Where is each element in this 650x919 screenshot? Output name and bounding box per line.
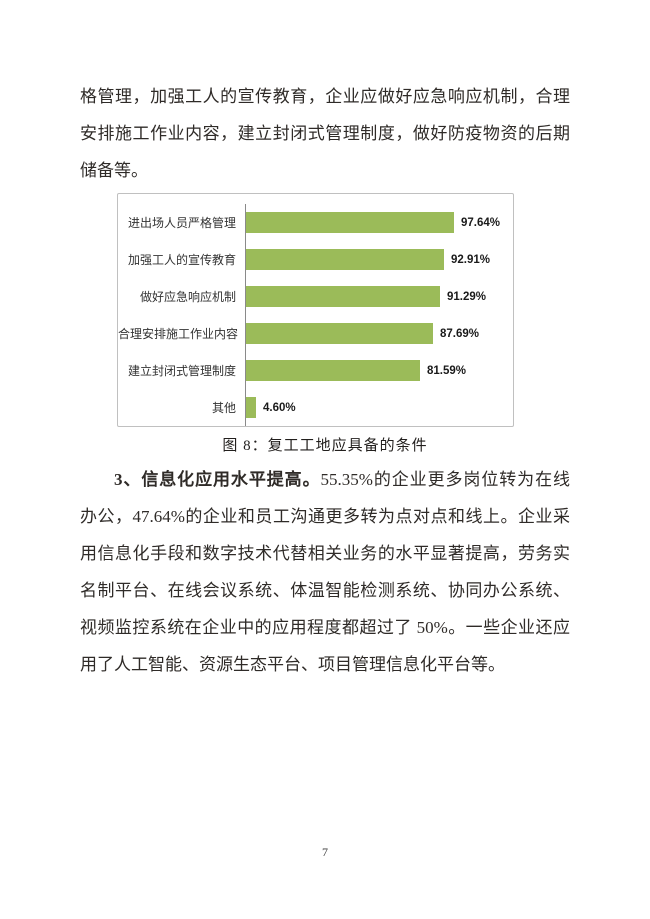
chart-row: 加强工人的宣传教育 92.91% [118,241,513,278]
category-label: 做好应急响应机制 [139,290,236,304]
category-label: 进出场人员严格管理 [127,216,236,230]
bar [246,360,420,381]
paragraph-1: 格管理，加强工人的宣传教育，企业应做好应急响应机制，合理 安排施工作业内容，建立… [80,78,570,189]
category-label: 合理安排施工作业内容 [118,327,239,341]
chart-row: 做好应急响应机制 91.29% [118,278,513,315]
text-line: 用了人工智能、资源生态平台、项目管理信息化平台等。 [80,655,505,674]
paragraph-lead: 3、信息化应用水平提高。 [114,470,321,489]
bar-area: 87.69% [245,315,513,352]
chart-row: 建立封闭式管理制度 81.59% [118,352,513,389]
page-number: 7 [322,845,328,859]
chart-row: 进出场人员严格管理 97.64% [118,204,513,241]
bar [246,249,444,270]
text-line: 用信息化手段和数字技术代替相关业务的水平显著提高，劳务实 [80,544,570,563]
bar-area: 4.60% [245,389,513,426]
paragraph-2: 3、信息化应用水平提高。55.35%的企业更多岗位转为在线 办公，47.64%的… [80,461,570,683]
value-label: 81.59% [427,364,467,377]
figure-caption: 图 8：复工工地应具备的条件 [222,438,428,454]
text-line: 储备等。 [80,161,148,180]
bar-area: 81.59% [245,352,513,389]
text-line: 安排施工作业内容，建立封闭式管理制度，做好防疫物资的后期 [80,124,570,143]
text-line: 视频监控系统在企业中的应用程度都超过了 50%。一些企业还应 [80,618,570,637]
value-label: 91.29% [447,290,487,303]
category-label: 加强工人的宣传教育 [127,253,236,267]
text-line: 3、信息化应用水平提高。55.35%的企业更多岗位转为在线 [80,461,570,498]
bar-area: 97.64% [245,204,513,241]
bar-area: 92.91% [245,241,513,278]
bar-chart-figure: 进出场人员严格管理 97.64% 加强工人的宣传教育 92.91% 做好应急响应机制 91… [117,193,514,427]
chart-row: 合理安排施工作业内容 87.69% [118,315,513,352]
bar [246,323,433,344]
text-line: 格管理，加强工人的宣传教育，企业应做好应急响应机制，合理 [80,87,570,106]
value-label: 97.64% [461,216,501,229]
value-label: 4.60% [263,401,296,414]
chart-plot-area: 进出场人员严格管理 97.64% 加强工人的宣传教育 92.91% 做好应急响应机制 91… [118,204,513,426]
category-label: 其他 [211,401,236,415]
bar [246,397,256,418]
chart-row: 其他 4.60% [118,389,513,426]
value-label: 92.91% [451,253,491,266]
bar [246,286,440,307]
text-line: 办公，47.64%的企业和员工沟通更多转为点对点和线上。企业采 [80,507,570,526]
bar [246,212,454,233]
value-label: 87.69% [440,327,480,340]
page-content: 格管理，加强工人的宣传教育，企业应做好应急响应机制，合理 安排施工作业内容，建立… [80,78,570,683]
bar-area: 91.29% [245,278,513,315]
category-label: 建立封闭式管理制度 [127,364,236,378]
text-run: 55.35%的企业更多岗位转为在线 [320,470,571,489]
text-line: 名制平台、在线会议系统、体温智能检测系统、协同办公系统、 [80,581,570,600]
